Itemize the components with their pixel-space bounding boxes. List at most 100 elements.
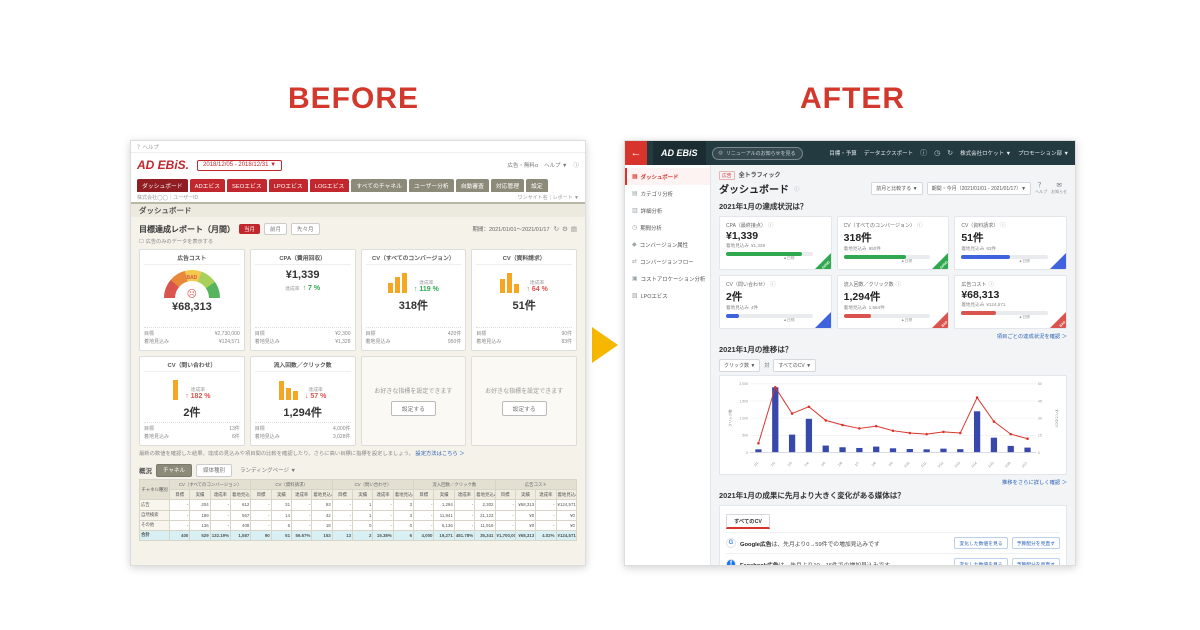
tab-auto-audit[interactable]: 自動審査 bbox=[455, 179, 489, 192]
info-icon[interactable]: ⓘ bbox=[769, 282, 776, 288]
bar[interactable] bbox=[873, 446, 880, 453]
checkbox[interactable]: ☐ bbox=[139, 238, 144, 245]
line-point[interactable] bbox=[908, 431, 912, 435]
line-point[interactable] bbox=[975, 396, 979, 399]
sidebar-item-dashboard[interactable]: ▦ ダッシュボード bbox=[625, 168, 710, 185]
table-row[interactable]: 自然検索 -189-567-14-42-1-3-11,841-21,123- ¥0-… bbox=[139, 509, 578, 521]
plan-link[interactable]: 広告・無料α bbox=[507, 163, 538, 169]
sidebar-item-lpo-ebis[interactable]: ▧ LPOエビス bbox=[625, 287, 710, 304]
line-point[interactable] bbox=[824, 419, 827, 422]
bar[interactable] bbox=[822, 445, 829, 453]
table-row[interactable]: 広告 -204-612-31-93-1-3-1,294-2,302- ¥68,313… bbox=[139, 499, 578, 511]
tab-user-analysis[interactable]: ユーザー分析 bbox=[409, 179, 454, 192]
info-icon[interactable]: ⓘ bbox=[794, 186, 800, 193]
review-budget-link[interactable]: 予算配分を見直す bbox=[1011, 537, 1060, 549]
current-month-badge[interactable]: 当月 bbox=[239, 224, 261, 234]
sidebar-item-period-analysis[interactable]: ◷ 期間分析 bbox=[625, 219, 710, 236]
help-button[interactable]: ？ ヘルプ bbox=[1035, 182, 1047, 195]
sidebar-item-conversion-flow[interactable]: ⇄ コンバージョンフロー bbox=[625, 253, 710, 270]
bar[interactable] bbox=[755, 449, 762, 453]
date-range-selector[interactable]: 2018/12/05 - 2018/12/31 ▼ bbox=[197, 159, 283, 171]
bar[interactable] bbox=[805, 418, 813, 453]
table-row[interactable]: 合計 400 529 132.19% 1,587 90 51 56.67% 153 13 2 15.3… bbox=[139, 529, 578, 542]
info-icon[interactable]: ⓘ bbox=[920, 150, 928, 157]
prev-month-tab[interactable]: 前月 bbox=[264, 223, 288, 235]
line-point[interactable] bbox=[992, 420, 996, 423]
refresh-icon[interactable]: ↻ bbox=[553, 226, 560, 233]
bar[interactable] bbox=[788, 434, 796, 453]
two-months-ago-tab[interactable]: 先々月 bbox=[291, 223, 320, 235]
view-changed-values-link[interactable]: 変化した数値を見る bbox=[954, 558, 1008, 565]
line-point[interactable] bbox=[1009, 432, 1013, 436]
nav-seo-ebis-button[interactable]: SEOエビス bbox=[227, 179, 267, 192]
sidebar-item-category-analysis[interactable]: ▤ カテゴリ分析 bbox=[625, 185, 710, 202]
trend-detail-link[interactable]: 推移をさらに詳しく確認 ＞ bbox=[1001, 480, 1067, 486]
media-type-compare-button[interactable]: 媒体種別 bbox=[195, 463, 232, 477]
line-point[interactable] bbox=[891, 429, 895, 432]
review-budget-link[interactable]: 予算配分を見直す bbox=[1011, 558, 1060, 565]
cv-filter-tab[interactable]: すべてのCV bbox=[726, 514, 770, 529]
tab-management[interactable]: 対応管理 bbox=[490, 179, 525, 192]
metric1-select[interactable]: クリック数 ▼ bbox=[719, 359, 761, 372]
back-arrow-button[interactable]: ← bbox=[625, 141, 647, 165]
period-select[interactable]: 期間・今月（2021/01/01 - 2021/01/17）▼ bbox=[926, 182, 1032, 195]
line-point[interactable] bbox=[858, 427, 861, 430]
line-point[interactable] bbox=[841, 423, 844, 427]
configure-button[interactable]: 設定する bbox=[501, 400, 547, 416]
gear-icon[interactable]: ⚙ bbox=[562, 226, 568, 233]
tab-settings[interactable]: 設定 bbox=[526, 179, 548, 192]
site-report-selector[interactable]: ワンサイト名｜レポート ▼ bbox=[517, 194, 579, 201]
line-point[interactable] bbox=[790, 412, 794, 415]
nav-log-ebis-button[interactable]: LOGエビス bbox=[309, 179, 350, 192]
bar[interactable] bbox=[839, 447, 846, 453]
note-link[interactable]: 設定方法はこちら ＞ bbox=[415, 451, 465, 457]
bar[interactable] bbox=[923, 449, 930, 453]
sidebar-item-conversion-attribute[interactable]: ◆ コンバージョン属性 bbox=[625, 236, 710, 253]
line-point[interactable] bbox=[874, 424, 878, 428]
nav-dashboard-button[interactable]: ダッシュボード bbox=[137, 179, 188, 192]
info-icon[interactable]: ⓘ bbox=[767, 223, 774, 229]
compare-select[interactable]: 前月と比較する ▼ bbox=[871, 182, 923, 195]
nav-lpo-ebis-button[interactable]: LPOエビス bbox=[268, 179, 308, 192]
configure-button[interactable]: 設定する bbox=[390, 400, 436, 416]
history-icon[interactable]: ◷ bbox=[934, 150, 941, 157]
company-selector[interactable]: 株式会社ロケット ▼ bbox=[960, 151, 1012, 157]
channel-compare-button[interactable]: チャネル bbox=[156, 463, 192, 477]
sidebar-item-cost-allocation[interactable]: ▣ コストアロケーション分析 bbox=[625, 270, 710, 287]
goal-budget-menu[interactable]: 目標・予算 bbox=[829, 151, 857, 157]
table-row[interactable]: その他 -136-408-6-18-0-0-6,136-11,916- ¥0- ¥0 bbox=[139, 519, 578, 531]
line-point[interactable] bbox=[773, 386, 777, 389]
line-point[interactable] bbox=[807, 405, 811, 408]
info-icon[interactable]: ⓘ bbox=[895, 282, 902, 288]
bar[interactable] bbox=[889, 448, 897, 453]
nav-ad-ebis-button[interactable]: ADエビス bbox=[189, 179, 226, 192]
traffic-scope-selector[interactable]: 全トラフィック bbox=[738, 173, 781, 179]
info-icon[interactable]: ⓘ bbox=[916, 223, 923, 229]
bar[interactable] bbox=[1007, 445, 1014, 453]
help-menu[interactable]: ヘルプ ▼ bbox=[544, 163, 568, 169]
line-point[interactable] bbox=[942, 430, 945, 434]
landing-page-selector[interactable]: ランディングページ ▼ bbox=[239, 468, 296, 475]
bar[interactable] bbox=[990, 437, 998, 453]
achievement-detail-link[interactable]: 項目ごとの達成状況を確認 ＞ bbox=[996, 334, 1067, 340]
bar[interactable] bbox=[957, 449, 964, 453]
sidebar-item-detail-analysis[interactable]: ▥ 詳細分析 bbox=[625, 202, 710, 219]
data-export-menu[interactable]: データエクスポート bbox=[863, 151, 914, 157]
view-changed-values-link[interactable]: 変化した数値を見る bbox=[954, 537, 1008, 549]
renewal-notice-pill[interactable]: ◎ リニューアルのお知らせを見る bbox=[711, 146, 803, 160]
help-link[interactable]: ？ヘルプ bbox=[137, 144, 160, 151]
refresh-icon[interactable]: ↻ bbox=[947, 150, 954, 157]
line-point[interactable] bbox=[959, 431, 962, 435]
bar[interactable] bbox=[772, 387, 779, 453]
line-point[interactable] bbox=[1026, 437, 1029, 440]
bar[interactable] bbox=[973, 411, 981, 453]
tab-all-channels[interactable]: すべてのチャネル bbox=[351, 179, 408, 192]
bar[interactable] bbox=[1024, 447, 1031, 453]
line-point[interactable] bbox=[757, 442, 760, 445]
info-icon[interactable]: ⓘ bbox=[988, 282, 994, 288]
notice-button[interactable]: ✉ お知らせ bbox=[1051, 182, 1067, 195]
line-point[interactable] bbox=[925, 432, 928, 436]
bar[interactable] bbox=[906, 448, 913, 453]
bar[interactable] bbox=[856, 447, 863, 453]
metric2-select[interactable]: すべてのCV ▼ bbox=[773, 359, 817, 372]
